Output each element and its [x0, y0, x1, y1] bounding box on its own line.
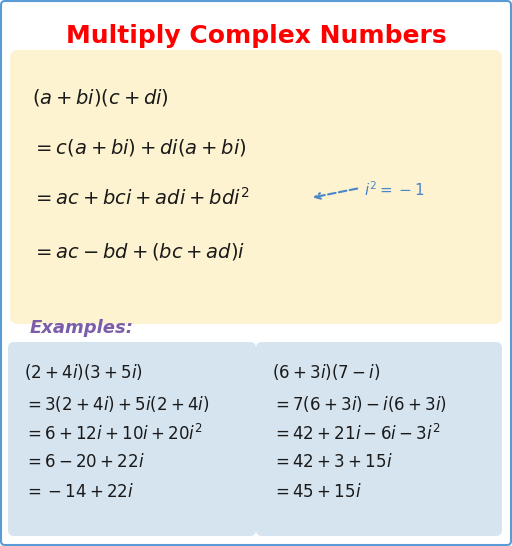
Text: $=6+12i+10i+20i^{2}$: $=6+12i+10i+20i^{2}$ — [24, 424, 203, 444]
FancyBboxPatch shape — [8, 342, 256, 536]
Text: $=3\left(2+4i\right)+5i\left(2+4i\right)$: $=3\left(2+4i\right)+5i\left(2+4i\right)… — [24, 394, 209, 414]
Text: $=ac-bd+\left(bc+ad\right)i$: $=ac-bd+\left(bc+ad\right)i$ — [32, 241, 245, 263]
Text: $i^{2}=-1$: $i^{2}=-1$ — [364, 181, 424, 199]
Text: Multiply Complex Numbers: Multiply Complex Numbers — [66, 24, 446, 48]
Text: $=6-20+22i$: $=6-20+22i$ — [24, 453, 145, 471]
FancyBboxPatch shape — [256, 342, 502, 536]
Text: $=7\left(6+3i\right)-i\left(6+3i\right)$: $=7\left(6+3i\right)-i\left(6+3i\right)$ — [272, 394, 447, 414]
Text: $=42+3+15i$: $=42+3+15i$ — [272, 453, 393, 471]
Text: $=45+15i$: $=45+15i$ — [272, 483, 361, 501]
Text: $=c\left(a+bi\right)+di\left(a+bi\right)$: $=c\left(a+bi\right)+di\left(a+bi\right)… — [32, 138, 247, 158]
Text: $=-14+22i$: $=-14+22i$ — [24, 483, 134, 501]
Text: $\left(2+4i\right)\left(3+5i\right)$: $\left(2+4i\right)\left(3+5i\right)$ — [24, 362, 143, 382]
Text: Examples:: Examples: — [30, 319, 134, 337]
Text: $\left(a+bi\right)\left(c+di\right)$: $\left(a+bi\right)\left(c+di\right)$ — [32, 87, 169, 109]
FancyBboxPatch shape — [10, 50, 502, 324]
Text: $=ac+bci+adi+bdi^{2}$: $=ac+bci+adi+bdi^{2}$ — [32, 187, 249, 209]
Text: $=42+21i-6i-3i^{2}$: $=42+21i-6i-3i^{2}$ — [272, 424, 441, 444]
Text: $\left(6+3i\right)\left(7-i\right)$: $\left(6+3i\right)\left(7-i\right)$ — [272, 362, 380, 382]
